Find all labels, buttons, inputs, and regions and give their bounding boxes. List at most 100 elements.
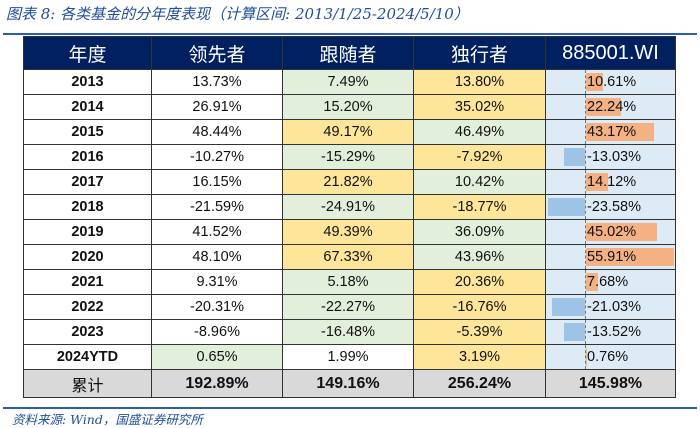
- independent-cell: 35.02%: [413, 94, 546, 120]
- benchmark-data-bar: [563, 323, 585, 341]
- follower-cell: 1.99%: [282, 344, 414, 370]
- leader-cell: 9.31%: [151, 269, 283, 295]
- follower-cell: -16.48%: [282, 319, 414, 345]
- bar-axis-line: [585, 120, 586, 144]
- follower-cell: 49.39%: [282, 219, 414, 245]
- total-benchmark: 145.98%: [545, 369, 676, 398]
- leader-cell: 0.65%: [151, 344, 283, 370]
- benchmark-value: 45.02%: [587, 224, 637, 240]
- year-cell: 2020: [23, 244, 152, 270]
- benchmark-cell: 43.17%: [545, 119, 676, 145]
- benchmark-cell: 22.24%: [545, 94, 676, 120]
- independent-cell: 20.36%: [413, 269, 546, 295]
- table-row: 2013 13.73% 7.49% 13.80% 10.61%: [23, 69, 676, 95]
- independent-cell: 36.09%: [413, 219, 546, 245]
- leader-cell: 26.91%: [151, 94, 283, 120]
- year-cell: 2022: [23, 294, 152, 320]
- follower-cell: 15.20%: [282, 94, 414, 120]
- benchmark-value: 22.24%: [587, 99, 637, 115]
- bar-axis-line: [585, 95, 586, 119]
- source-divider: [3, 407, 697, 409]
- benchmark-cell: -13.03%: [545, 144, 676, 170]
- year-cell: 2024YTD: [23, 344, 152, 370]
- benchmark-value: 43.17%: [587, 124, 637, 140]
- follower-cell: -24.91%: [282, 194, 414, 220]
- leader-cell: 41.52%: [151, 219, 283, 245]
- leader-cell: -21.59%: [151, 194, 283, 220]
- bar-axis-line: [585, 170, 586, 194]
- independent-cell: 3.19%: [413, 344, 546, 370]
- header-year: 年度: [23, 36, 152, 70]
- benchmark-value: -13.52%: [587, 324, 642, 340]
- benchmark-cell: 55.91%: [545, 244, 676, 270]
- follower-cell: 21.82%: [282, 169, 414, 195]
- table-row: 2020 48.10% 67.33% 43.96% 55.91%: [23, 244, 676, 270]
- year-cell: 2018: [23, 194, 152, 220]
- benchmark-data-bar: [586, 348, 588, 366]
- table-row: 2017 16.15% 21.82% 10.42% 14.12%: [23, 169, 676, 195]
- table-row: 2023 -8.96% -16.48% -5.39% -13.52%: [23, 319, 676, 345]
- table-row: 2024YTD 0.65% 1.99% 3.19% 0.76%: [23, 344, 676, 370]
- year-cell: 2016: [23, 144, 152, 170]
- bar-axis-line: [585, 70, 586, 94]
- benchmark-cell: 7.68%: [545, 269, 676, 295]
- independent-cell: -5.39%: [413, 319, 546, 345]
- benchmark-data-bar: [586, 248, 675, 266]
- benchmark-cell: 0.76%: [545, 344, 676, 370]
- benchmark-cell: 10.61%: [545, 69, 676, 95]
- source-note: 资料来源: Wind，国盛证券研究所: [12, 412, 203, 427]
- bar-axis-line: [585, 270, 586, 294]
- table-row: 2016 -10.27% -15.29% -7.92% -13.03%: [23, 144, 676, 170]
- table-row: 2021 9.31% 5.18% 20.36% 7.68%: [23, 269, 676, 295]
- follower-cell: 67.33%: [282, 244, 414, 270]
- independent-cell: 43.96%: [413, 244, 546, 270]
- total-independent: 256.24%: [413, 369, 546, 398]
- year-cell: 2023: [23, 319, 152, 345]
- leader-cell: 13.73%: [151, 69, 283, 95]
- year-cell: 2014: [23, 94, 152, 120]
- follower-cell: 49.17%: [282, 119, 414, 145]
- benchmark-value: 55.91%: [587, 249, 637, 265]
- header-leader: 领先者: [151, 36, 283, 70]
- benchmark-cell: -21.03%: [545, 294, 676, 320]
- title-divider: [3, 33, 697, 35]
- independent-cell: 46.49%: [413, 119, 546, 145]
- benchmark-data-bar: [586, 98, 622, 116]
- benchmark-data-bar: [586, 223, 658, 241]
- leader-cell: 48.44%: [151, 119, 283, 145]
- benchmark-value: -13.03%: [587, 149, 642, 165]
- total-follower: 149.16%: [282, 369, 414, 398]
- bar-axis-line: [585, 295, 586, 319]
- year-cell: 2013: [23, 69, 152, 95]
- follower-cell: -22.27%: [282, 294, 414, 320]
- table-row: 2022 -20.31% -22.27% -16.76% -21.03%: [23, 294, 676, 320]
- benchmark-data-bar: [586, 73, 603, 91]
- independent-cell: 10.42%: [413, 169, 546, 195]
- leader-cell: 48.10%: [151, 244, 283, 270]
- bar-axis-line: [585, 195, 586, 219]
- follower-cell: 5.18%: [282, 269, 414, 295]
- benchmark-data-bar: [586, 123, 655, 141]
- bar-axis-line: [585, 145, 586, 169]
- table-row: 2019 41.52% 49.39% 36.09% 45.02%: [23, 219, 676, 245]
- benchmark-data-bar: [547, 198, 585, 216]
- figure-title: 图表 8: 各类基金的分年度表现（计算区间: 2013/1/25-2024/5/…: [6, 5, 469, 23]
- benchmark-value: 14.12%: [587, 174, 637, 190]
- benchmark-data-bar: [564, 148, 585, 166]
- benchmark-cell: -13.52%: [545, 319, 676, 345]
- total-leader: 192.89%: [151, 369, 283, 398]
- benchmark-value: 0.76%: [587, 349, 629, 365]
- annual-performance-table: 年度 领先者 跟随者 独行者 885001.WI 2013 13.73% 7.49%…: [23, 36, 676, 398]
- table-row: 2018 -21.59% -24.91% -18.77% -23.58%: [23, 194, 676, 220]
- benchmark-data-bar: [551, 298, 585, 316]
- year-cell: 2015: [23, 119, 152, 145]
- leader-cell: -8.96%: [151, 319, 283, 345]
- independent-cell: -7.92%: [413, 144, 546, 170]
- benchmark-value: 7.68%: [587, 274, 629, 290]
- independent-cell: 13.80%: [413, 69, 546, 95]
- year-cell: 2021: [23, 269, 152, 295]
- benchmark-data-bar: [586, 173, 609, 191]
- header-independent: 独行者: [413, 36, 546, 70]
- leader-cell: 16.15%: [151, 169, 283, 195]
- total-row: 累计 192.89% 149.16% 256.24% 145.98%: [23, 369, 676, 398]
